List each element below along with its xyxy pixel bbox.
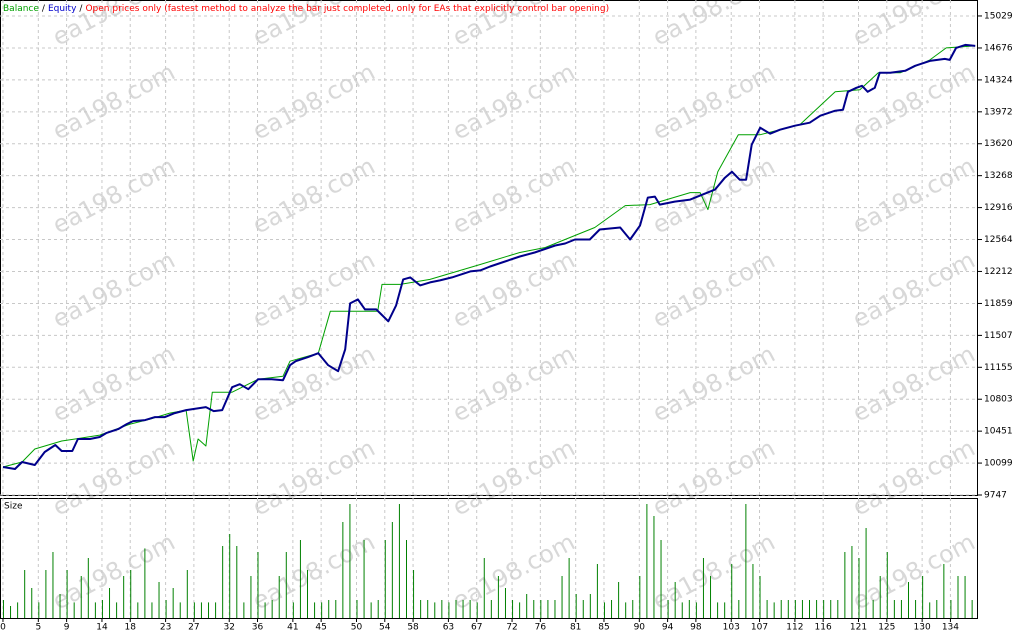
x-tick-label: 0: [0, 623, 6, 632]
y-tick-label: 14324: [984, 75, 1013, 85]
watermark: ea198.com: [448, 152, 580, 240]
y-tick-label: 13620: [984, 139, 1013, 149]
marks: [2, 43, 976, 618]
y-tick-label: 12916: [984, 203, 1013, 213]
watermark: ea198.com: [448, 340, 580, 428]
y-tick-label: 10451: [984, 427, 1013, 437]
x-tick-label: 72: [506, 623, 517, 632]
watermarks: ea198.com ea198.com ea198.com ea198.com ea19…: [48, 0, 980, 615]
x-tick-label: 50: [351, 623, 363, 632]
legend-separator: /: [42, 4, 46, 14]
watermark: ea198.com: [248, 246, 380, 334]
y-tick-label: 13972: [984, 107, 1013, 117]
y-tick-label: 10099: [984, 459, 1013, 469]
x-tick-label: 94: [662, 623, 674, 632]
x-tick-label: 76: [535, 623, 547, 632]
legend: Balance / Equity / Open prices only (fastest…: [3, 4, 609, 14]
watermark: ea198.com: [848, 246, 980, 334]
watermark: ea198.com: [848, 340, 980, 428]
x-tick-label: 18: [125, 623, 137, 632]
watermark: ea198.com: [48, 340, 180, 428]
x-tick-label: 5: [35, 623, 41, 632]
watermark: ea198.com: [448, 434, 580, 522]
x-tick-label: 41: [287, 623, 298, 632]
x-tick-label: 63: [443, 623, 454, 632]
x-tick-label: 9: [64, 623, 70, 632]
legend-entry: Balance: [3, 4, 39, 14]
watermark: ea198.com: [48, 58, 180, 146]
legend-entry: Equity: [48, 4, 77, 14]
y-tick-label: 12212: [984, 267, 1013, 277]
y-tick-label: 11507: [984, 331, 1013, 341]
watermark: ea198.com: [848, 58, 980, 146]
x-tick-label: 58: [407, 623, 419, 632]
y-tick-label: 14676: [984, 43, 1013, 53]
x-tick-label: 90: [634, 623, 646, 632]
x-tick-label: 116: [815, 623, 832, 632]
x-tick-label: 32: [224, 623, 235, 632]
x-tick-label: 134: [942, 623, 959, 632]
watermark: ea198.com: [448, 528, 580, 616]
x-tick-label: 103: [723, 623, 740, 632]
mode-note: Open prices only (fastest method to anal…: [85, 4, 609, 14]
panel-title: Size: [4, 502, 23, 512]
x-tick-label: 112: [786, 623, 803, 632]
watermark: ea198.com: [48, 152, 180, 240]
x-tick-label: 130: [914, 623, 931, 632]
x-tick-label: 67: [471, 623, 482, 632]
legend-separator: /: [79, 4, 83, 14]
watermark: ea198.com: [48, 434, 180, 522]
watermark: ea198.com: [248, 58, 380, 146]
watermark: ea198.com: [248, 434, 380, 522]
x-tick-label: 121: [850, 623, 867, 632]
y-tick-label: 9747: [984, 491, 1007, 501]
x-tick-label: 98: [690, 623, 702, 632]
x-tick-label: 23: [160, 623, 171, 632]
watermark: ea198.com: [848, 152, 980, 240]
watermark: ea198.com: [448, 58, 580, 146]
x-tick-label: 81: [570, 623, 581, 632]
y-tick-label: 15029: [984, 11, 1013, 21]
y-tick-label: 10803: [984, 395, 1013, 405]
x-tick-label: 54: [379, 623, 391, 632]
x-tick-label: 14: [96, 623, 108, 632]
watermark: ea198.com: [848, 528, 980, 616]
watermark: ea198.com: [248, 152, 380, 240]
panel-frame: [0, 498, 978, 619]
x-tick-label: 125: [878, 623, 895, 632]
watermark: ea198.com: [248, 340, 380, 428]
watermark: ea198.com: [48, 246, 180, 334]
watermark: ea198.com: [248, 528, 380, 616]
x-tick-label: 45: [315, 623, 326, 632]
labels: 15029 14676 14324 13972 13620 13268 12916 12564…: [0, 4, 1013, 632]
y-tick-label: 11155: [984, 363, 1013, 373]
y-tick-label: 11859: [984, 299, 1013, 309]
watermark: ea198.com: [848, 0, 980, 51]
watermark: ea198.com: [48, 528, 180, 616]
x-tick-label: 85: [598, 623, 609, 632]
x-tick-label: 36: [252, 623, 264, 632]
watermark: ea198.com: [848, 434, 980, 522]
series-line: [2, 43, 976, 470]
x-tick-label: 107: [751, 623, 768, 632]
x-tick-label: 27: [188, 623, 199, 632]
y-tick-label: 12564: [984, 235, 1013, 245]
y-tick-label: 13268: [984, 171, 1013, 181]
